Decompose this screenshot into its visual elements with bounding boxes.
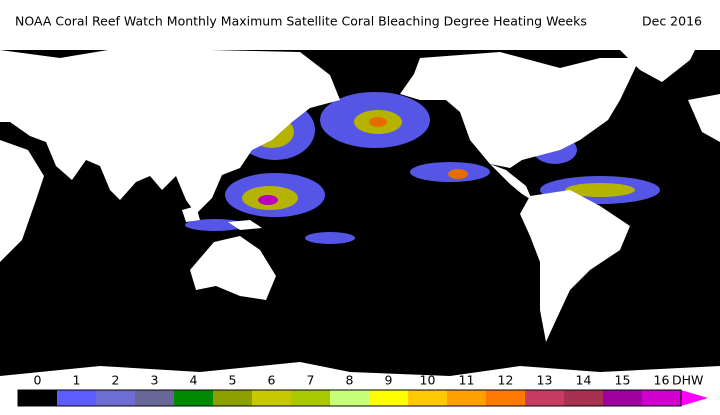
colorbar-segment [408, 390, 447, 406]
colorbar-tick-label: 12 [498, 373, 514, 388]
colorbar-segment [135, 390, 174, 406]
colorbar-segment [57, 390, 96, 406]
colorbar-tick-label: 11 [459, 373, 475, 388]
colorbar-segment [486, 390, 525, 406]
heat-patch [448, 169, 468, 179]
colorbar-segment [291, 390, 330, 406]
colorbar-tick-label: 15 [615, 373, 631, 388]
colorbar-segment [18, 390, 57, 406]
heat-patch [305, 232, 355, 244]
colorbar-tick-label: 16 [654, 373, 670, 388]
heat-patch [369, 117, 387, 127]
colorbar-tick-label: 4 [190, 373, 198, 388]
eurasia [0, 48, 340, 214]
australia [190, 236, 276, 300]
south-america [520, 190, 630, 342]
colorbar-segment [96, 390, 135, 406]
colorbar-tick-label: 5 [229, 373, 237, 388]
greenland [610, 40, 700, 82]
colorbar-unit: DHW [672, 373, 703, 388]
colorbar-segment [603, 390, 642, 406]
map-title: NOAA Coral Reef Watch Monthly Maximum Sa… [15, 14, 587, 29]
colorbar-segment [564, 390, 603, 406]
colorbar-outline [17, 389, 682, 407]
heat-patch [258, 195, 278, 205]
africa [0, 140, 44, 262]
heat-patch [565, 183, 635, 197]
central-america [490, 164, 532, 200]
colorbar-tick-label: 1 [73, 373, 81, 388]
colorbar-tick-label: 14 [576, 373, 592, 388]
colorbar-segment [213, 390, 252, 406]
colorbar-tick-label: 8 [346, 373, 354, 388]
colorbar-segment [252, 390, 291, 406]
europe [688, 94, 720, 142]
colorbar: 0 1 2 3 4 5 6 7 8 9 10 11 12 13 14 15 16 DHW [17, 373, 708, 407]
colorbar-tick-label: 0 [34, 373, 42, 388]
colorbar-tick-label: 13 [537, 373, 553, 388]
colorbar-arrow [681, 390, 708, 406]
colorbar-segment [174, 390, 213, 406]
map [0, 40, 720, 385]
colorbar-tick-label: 6 [268, 373, 276, 388]
colorbar-segment [447, 390, 486, 406]
colorbar-segment [525, 390, 564, 406]
colorbar-segment [642, 390, 681, 406]
colorbar-tick-label: 7 [307, 373, 315, 388]
arctic [0, 40, 720, 50]
north-america [400, 52, 640, 168]
map-date: Dec 2016 [642, 14, 702, 29]
borneo [182, 206, 200, 222]
land [0, 40, 720, 385]
colorbar-tick-label: 9 [385, 373, 393, 388]
antarctica [0, 362, 720, 385]
colorbar-tick-label: 10 [420, 373, 436, 388]
new-guinea [228, 220, 262, 230]
colorbar-tick-label: 2 [112, 373, 120, 388]
colorbar-tick-label: 3 [151, 373, 159, 388]
colorbar-segment [330, 390, 369, 406]
colorbar-segment [369, 390, 408, 406]
